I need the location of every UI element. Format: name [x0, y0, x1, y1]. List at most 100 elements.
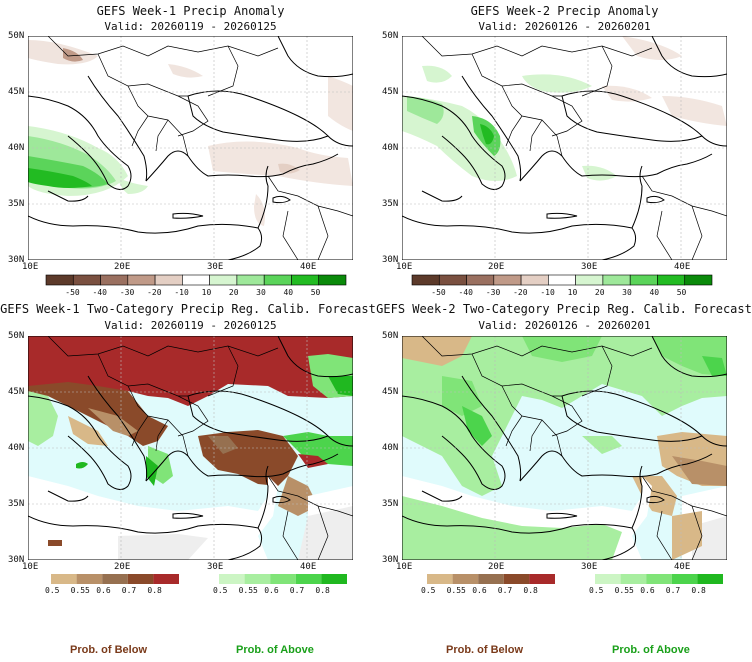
colorbar-tick-label: -10 [540, 288, 555, 297]
colorbar-tick-label: -50 [65, 288, 80, 297]
above-colorbar [219, 574, 347, 584]
colorbar-box [72, 274, 101, 286]
colorbar-box [154, 274, 183, 286]
above-colorbar-ticks: 0.5 0.55 0.6 0.7 0.8 [206, 586, 356, 598]
lat-label-30n: 30N [8, 555, 25, 565]
colorbar-box [646, 574, 672, 584]
colorbar-tick-label: 0.8 [691, 586, 706, 595]
borders [47, 336, 353, 560]
colorbar-box [236, 274, 265, 286]
lat-label-35n: 35N [382, 499, 399, 509]
panel-valid-w1-cat: Valid: 20260119 - 20260125 [104, 319, 277, 332]
lon-label-30e: 30E [581, 262, 598, 272]
map-w2-anom [402, 36, 727, 260]
colorbar-box [127, 274, 156, 286]
lon-label-20e: 20E [114, 262, 131, 272]
colorbar-box [51, 574, 77, 584]
colorbar-tick-label: -20 [147, 288, 162, 297]
colorbar-tick-label: 50 [676, 288, 687, 297]
borders [47, 36, 353, 260]
colorbar-box [684, 274, 713, 286]
coastlines [402, 336, 727, 560]
below-colorbar [51, 574, 179, 584]
colorbar-tick-label: 0.6 [264, 586, 279, 595]
lat-label-50n: 50N [8, 331, 25, 341]
colorbar-box [503, 574, 530, 584]
colorbar-box [427, 574, 453, 584]
colorbar-box [466, 274, 495, 286]
colorbar-tick-label: 0.55 [238, 586, 258, 595]
colorbar-box [321, 574, 347, 584]
colorbar-tick-label: 0.8 [315, 586, 330, 595]
colorbar-tick-label: 0.55 [70, 586, 90, 595]
colorbar-tick-label: -30 [485, 288, 501, 297]
colorbar-box [153, 574, 179, 584]
colorbar-box [657, 274, 686, 286]
colorbar-box [595, 574, 621, 584]
lat-label-40n: 40N [382, 143, 399, 153]
colorbar-tick-label: 0.7 [289, 586, 305, 595]
lon-label-10e: 10E [22, 562, 39, 572]
colorbar-tick-label: -40 [458, 288, 473, 297]
colorbar-box [493, 274, 522, 286]
lon-label-40e: 40E [674, 562, 691, 572]
colorbar-tick-label: 0.6 [96, 586, 111, 595]
above-colorbar-ticks: 0.5 0.55 0.6 0.7 0.8 [582, 586, 732, 598]
colorbar-tick-label: -40 [92, 288, 107, 297]
lon-label-30e: 30E [207, 262, 224, 272]
colorbar-box [291, 274, 320, 286]
colorbar-tick-label: 20 [228, 288, 239, 297]
colorbar-box [244, 574, 271, 584]
panel-valid-w2-cat: Valid: 20260126 - 20260201 [478, 319, 651, 332]
above-colorbar [595, 574, 723, 584]
gridlines [402, 36, 727, 260]
lat-label-50n: 50N [382, 31, 399, 41]
colorbar-tick-label: -30 [119, 288, 135, 297]
colorbar-box [438, 274, 467, 286]
colorbar-box [209, 274, 238, 286]
anomaly-colorbar [45, 274, 347, 286]
legend-prob-above: Prob. of Above [236, 644, 314, 656]
colorbar-tick-label: -50 [431, 288, 446, 297]
panel-valid-w2-anom: Valid: 20260126 - 20260201 [478, 20, 651, 33]
colorbar-box [629, 274, 658, 286]
lon-label-30e: 30E [207, 562, 224, 572]
colorbar-tick-label: 10 [567, 288, 578, 297]
colorbar-tick-label: 0.7 [121, 586, 137, 595]
lat-label-40n: 40N [382, 443, 399, 453]
lat-label-45n: 45N [382, 87, 399, 97]
colorbar-tick-label: 0.8 [523, 586, 538, 595]
lon-label-40e: 40E [674, 262, 691, 272]
legend-prob-below: Prob. of Below [446, 644, 523, 656]
colorbar-tick-label: 0.5 [421, 586, 436, 595]
colorbar-tick-label: -10 [174, 288, 189, 297]
colorbar-tick-label: 30 [256, 288, 266, 297]
panel-valid-w1-anom: Valid: 20260119 - 20260125 [104, 20, 277, 33]
legend-prob-above: Prob. of Above [612, 644, 690, 656]
colorbar-box [575, 274, 604, 286]
below-colorbar-ticks: 0.5 0.55 0.6 0.7 0.8 [414, 586, 564, 598]
colorbar-tick-label: 50 [310, 288, 321, 297]
colorbar-box [697, 574, 723, 584]
colorbar-tick-label: -20 [513, 288, 528, 297]
anomaly-colorbar [411, 274, 713, 286]
colorbar-tick-label: 0.6 [640, 586, 655, 595]
colorbar-tick-label: 0.55 [446, 586, 466, 595]
lon-label-40e: 40E [300, 262, 317, 272]
colorbar-box [127, 574, 154, 584]
panel-title-w2-anom: GEFS Week-2 Precip Anomaly [470, 4, 659, 18]
colorbar-box [263, 274, 292, 286]
colorbar-box [318, 274, 347, 286]
colorbar-tick-label: 0.6 [472, 586, 487, 595]
lon-label-30e: 30E [581, 562, 598, 572]
lat-label-35n: 35N [8, 199, 25, 209]
colorbar-box [529, 574, 555, 584]
lon-label-20e: 20E [488, 562, 505, 572]
colorbar-tick-label: 0.5 [213, 586, 228, 595]
colorbar-box [45, 274, 74, 286]
colorbar-box [102, 574, 128, 584]
panel-title-w2-cat: GEFS Week-2 Two-Category Precip Reg. Cal… [376, 302, 752, 316]
anomaly-colorbar-ticks: -50 -40 -30 -20 -10 10 20 30 40 50 [36, 288, 356, 300]
colorbar-box [548, 274, 576, 286]
